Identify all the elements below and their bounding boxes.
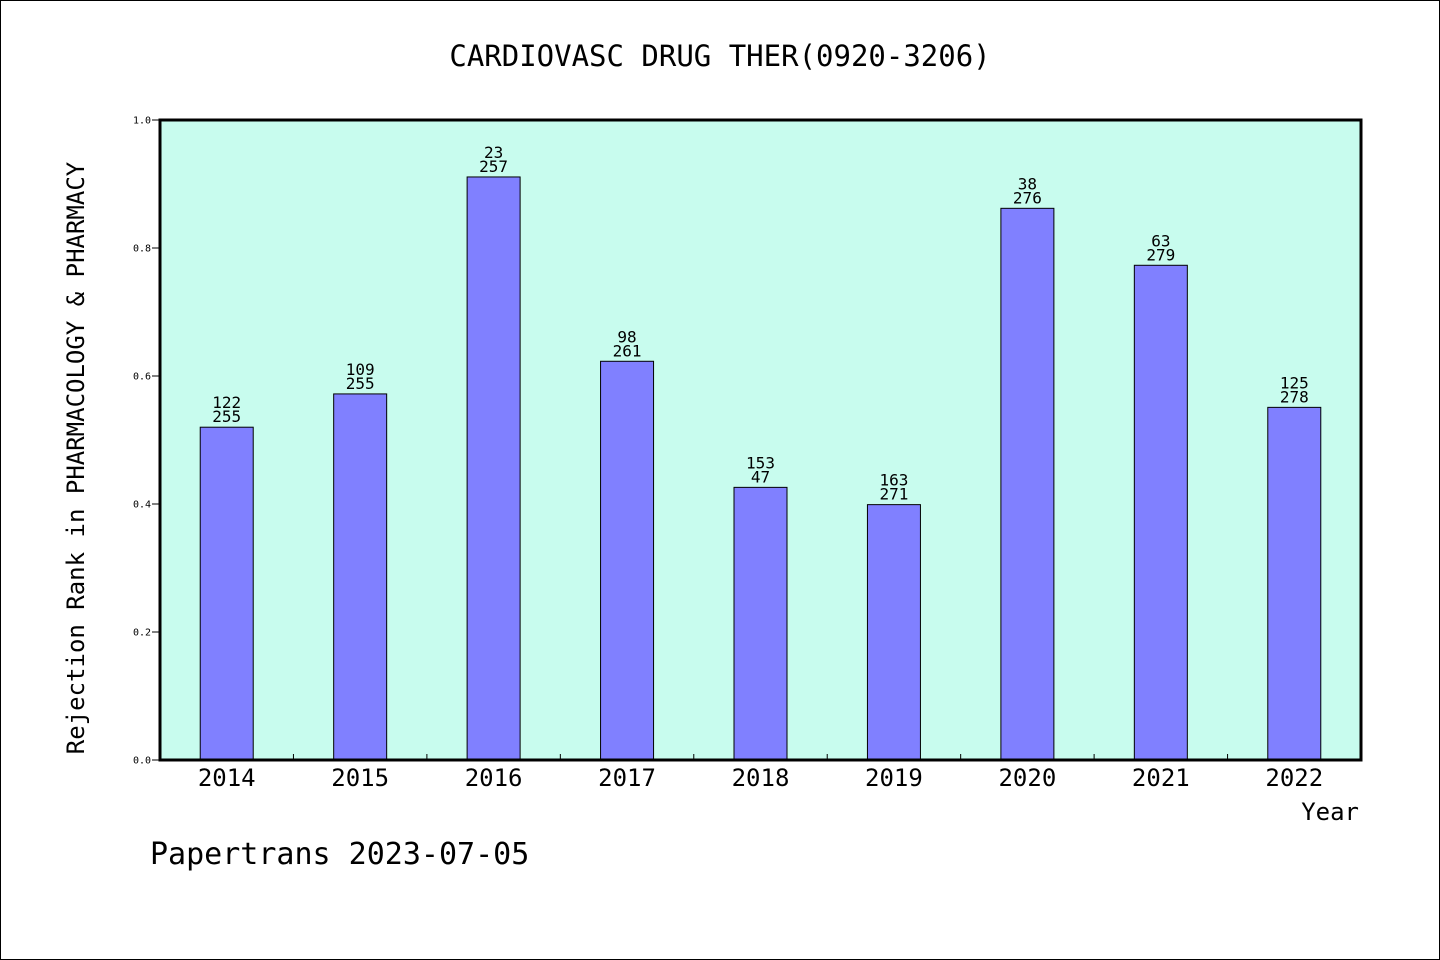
bar-label-bottom: 279 [1146, 245, 1175, 264]
x-tick-label: 2021 [1132, 764, 1190, 792]
y-tick-label: 0.0 [133, 756, 151, 767]
x-tick-label: 2016 [465, 764, 523, 792]
bar-2014 [199, 426, 254, 761]
bar-label-top: 98 [617, 327, 636, 346]
bar-label-top: 122 [212, 393, 241, 412]
y-tick-label: 0.6 [133, 372, 151, 383]
bar-2016 [466, 176, 521, 761]
x-axis-label: Year [1301, 798, 1359, 826]
bar-2021 [1133, 264, 1188, 761]
bar-label-bottom: 47 [751, 467, 770, 486]
x-tick-label: 2015 [331, 764, 389, 792]
bar-label-top: 38 [1018, 174, 1037, 193]
bar-label-bottom: 261 [613, 341, 642, 360]
x-tick-label: 2022 [1265, 764, 1323, 792]
bar-2017 [600, 360, 655, 761]
x-tick-label: 2017 [598, 764, 656, 792]
bar-2018 [733, 486, 788, 761]
bar-label-top: 109 [346, 360, 375, 379]
chart-title: CARDIOVASC DRUG THER(0920-3206) [449, 39, 990, 73]
y-tick-label: 0.2 [133, 628, 151, 639]
bar-label-top: 23 [484, 143, 503, 162]
plot-border [158, 118, 1363, 762]
bar-2015 [333, 393, 388, 761]
x-tick-label: 2019 [865, 764, 923, 792]
y-axis-label: Rejection Rank in PHARMACOLOGY & PHARMAC… [62, 161, 90, 754]
x-tick-label: 2020 [998, 764, 1056, 792]
bar-label-bottom: 278 [1280, 387, 1309, 406]
bar-2022 [1267, 406, 1322, 761]
x-tick-label: 2014 [198, 764, 256, 792]
bar-label-bottom: 257 [479, 157, 508, 176]
bar-group [199, 176, 1322, 761]
bar-label-bottom: 255 [212, 407, 241, 426]
bar-label-bottom: 276 [1013, 188, 1042, 207]
bar-label-top: 63 [1151, 231, 1170, 250]
x-axis: 2014 2015 2016 2017 2018 2019 2020 2021 2022 [198, 754, 1323, 792]
y-tick-label: 0.4 [133, 500, 151, 511]
bar-label-top: 163 [879, 471, 908, 490]
y-tick-label: 1.0 [133, 116, 151, 127]
y-axis: 0.0 0.2 0.4 0.6 0.8 1.0 [133, 116, 160, 767]
bar-label-top: 125 [1280, 373, 1309, 392]
y-tick-label: 0.8 [133, 244, 151, 255]
bar-2019 [866, 504, 921, 761]
bar-2020 [1000, 207, 1055, 761]
x-tick-label: 2018 [732, 764, 790, 792]
footer-credit: Papertrans 2023-07-05 [150, 837, 529, 872]
bar-label-bottom: 255 [346, 374, 375, 393]
bar-label-top: 153 [746, 453, 775, 472]
bar-label-bottom: 271 [879, 485, 908, 504]
